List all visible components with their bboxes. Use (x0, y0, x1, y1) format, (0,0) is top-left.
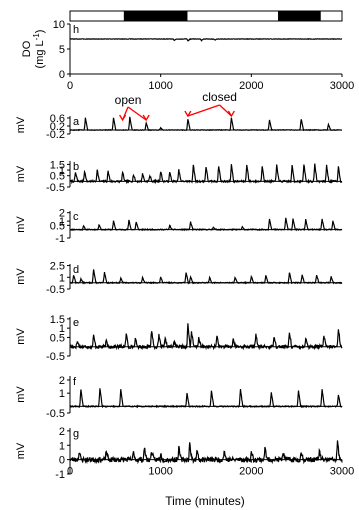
panel-c: -10.512 mV c (15, 208, 343, 245)
y-tick-label: 0.5 (50, 220, 65, 232)
series-line (69, 269, 343, 285)
series-line (69, 163, 343, 185)
panel-letter: e (73, 317, 79, 329)
panel-a: -0.20.20.6 mV a (15, 113, 342, 141)
panel-letter: c (73, 211, 79, 223)
y-tick-label: 1 (59, 216, 65, 228)
panel-letter: d (73, 264, 79, 276)
series-line (69, 440, 343, 465)
bar-segment-light (319, 10, 343, 22)
y-tick-label: 0 (59, 455, 65, 467)
y-tick-label: 1.5 (50, 314, 65, 326)
panel-e: -0.5 0.511.5 mV e (15, 314, 343, 363)
panel-d: -0.512.5 mV d (15, 261, 343, 296)
bar-segment-light (186, 10, 280, 22)
x-tick-label: 2000 (239, 80, 263, 92)
y-axis-label-line1: DO (21, 40, 33, 57)
y-tick-label: -0.5 (46, 182, 65, 194)
y-tick-label: 1 (59, 440, 65, 452)
y-tick-label: 2 (59, 208, 65, 220)
x-tick-label: 0 (67, 466, 73, 478)
annotation-arrow-closed (187, 104, 220, 117)
y-tick-label: -0.5 (46, 284, 65, 296)
x-tick-label: 1000 (148, 80, 172, 92)
y-tick-label: -0.5 (46, 408, 65, 420)
series-line (69, 37, 342, 42)
y-axis-label-unit: (mg L (34, 40, 46, 68)
light-dark-bar (69, 10, 343, 22)
annotation-arrowhead-open (142, 114, 150, 122)
y-axis-label-superscript: -1 (32, 33, 41, 41)
series-line (69, 116, 342, 132)
y-axis-label-line2: (mg L-1) (32, 30, 47, 69)
y-axis-label: mV (15, 268, 27, 285)
y-tick-label: 2.5 (50, 261, 65, 273)
y-tick-label: 0 (59, 69, 65, 81)
series-line (69, 323, 343, 351)
y-tick-label: 1 (59, 165, 65, 177)
x-tick-label: 1000 (148, 466, 172, 478)
y-tick-label: 2 (59, 375, 65, 387)
y-tick-label: 0.2 (50, 121, 65, 133)
y-tick-label: -0.2 (46, 129, 65, 141)
panel-letter: f (73, 376, 77, 388)
annotation-open-label: open (115, 93, 142, 107)
panel-h: 0 5 10 0 1000 2000 3000 DO (mg L-1) h (21, 19, 354, 92)
panel-letter: b (73, 161, 79, 173)
panel-b: -0.50.511.5 mV b (15, 159, 343, 194)
x-tick-label: 3000 (330, 466, 354, 478)
y-axis-label: mV (15, 328, 27, 345)
y-axis-label: mV (15, 386, 27, 403)
panel-letter: a (73, 116, 80, 128)
annotation-arrowhead-closed (184, 110, 192, 118)
panel-letter: g (73, 428, 79, 440)
bar-segment-dark (278, 10, 321, 22)
y-tick-label: 10 (53, 19, 65, 31)
y-axis-label: mV (15, 165, 27, 182)
annotation-arrow-closed (219, 104, 232, 117)
y-tick-label: 0.5 (50, 171, 65, 183)
y-axis-label: mV (15, 216, 27, 233)
y-tick-label: 0.6 (50, 113, 65, 125)
y-tick-label: -1 (55, 469, 65, 481)
annotation-arrowhead-closed (227, 110, 235, 118)
panel-f: -0.5 12 mV f (15, 375, 343, 420)
y-axis-label: mV (15, 442, 27, 459)
x-tick-label: 3000 (330, 80, 354, 92)
y-tick-label: 2 (59, 426, 65, 438)
y-tick-label: 1 (59, 272, 65, 284)
annotation-arrowhead-open (119, 114, 127, 122)
y-tick-label: -0.5 (46, 351, 65, 363)
y-tick-label: 1 (59, 323, 65, 335)
x-axis-label: Time (minutes) (165, 494, 245, 508)
y-axis-label: mV (15, 116, 27, 133)
panel-letter: h (73, 24, 79, 36)
annotation-closed-label: closed (202, 90, 237, 104)
y-tick-label: 1 (59, 388, 65, 400)
bar-segment-dark (123, 10, 188, 22)
x-tick-label: 0 (67, 80, 73, 92)
y-tick-label: 5 (59, 44, 65, 56)
y-tick-label: 0.5 (50, 332, 65, 344)
annotation-arrow-open (127, 106, 147, 121)
annotations: open closed (115, 90, 237, 122)
series-line (70, 217, 343, 232)
y-tick-label: -1 (55, 233, 65, 245)
y-tick-label: 1.5 (50, 159, 65, 171)
x-tick-label: 2000 (239, 466, 263, 478)
y-axis-label-close: ) (34, 30, 46, 34)
bar-segment-light (69, 10, 125, 22)
series-line (69, 388, 343, 409)
